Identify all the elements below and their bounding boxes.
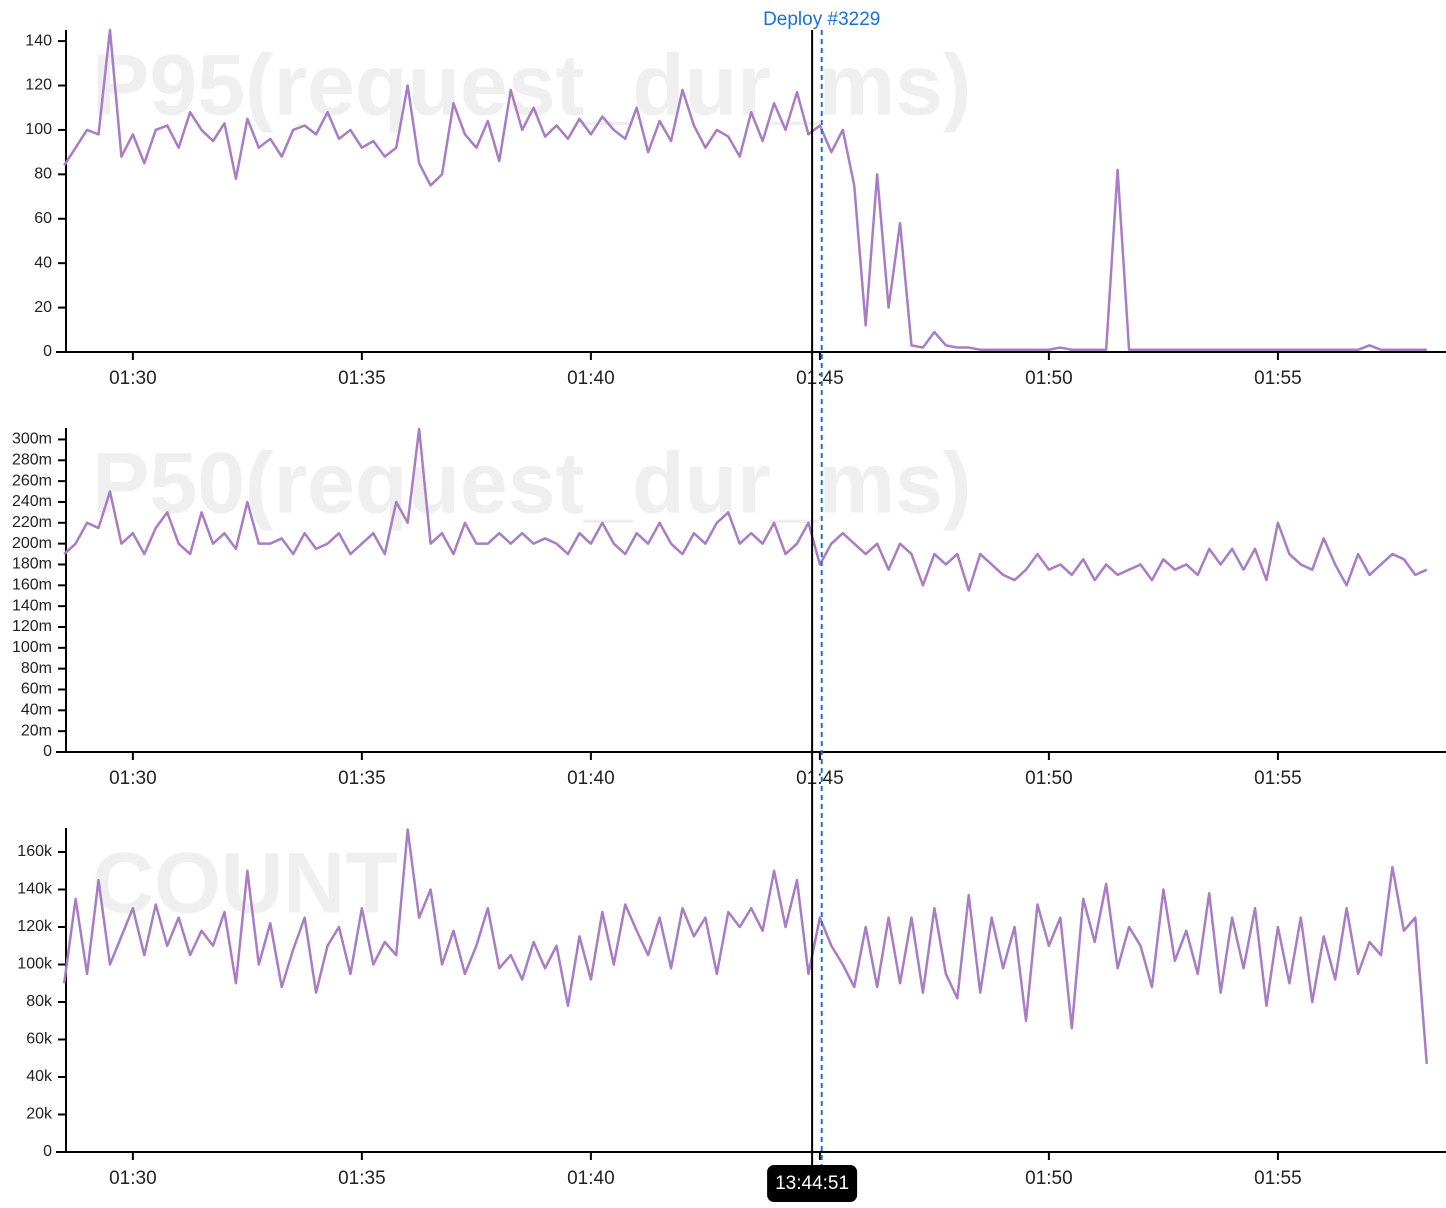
- cursor-label-box: [767, 1165, 858, 1202]
- y-tick-label: 80m: [21, 660, 52, 677]
- y-tick-label: 140m: [12, 597, 52, 614]
- y-tick-label: 80: [34, 166, 52, 183]
- cursor-label: 13:44:51: [775, 1173, 849, 1194]
- y-tick-label: 40k: [26, 1068, 53, 1085]
- data-line: [63, 28, 1427, 352]
- x-tick-label: 01:50: [1025, 368, 1073, 389]
- x-tick-label: 01:35: [338, 768, 386, 789]
- y-tick-label: 0: [43, 1143, 52, 1160]
- x-tick-label: 01:35: [338, 1168, 386, 1189]
- y-tick-label: 80k: [26, 993, 53, 1010]
- x-tick-label: 01:30: [109, 1168, 157, 1189]
- chart-title: P50(request_dur_ms): [92, 436, 971, 532]
- x-tick-label: 01:45: [796, 368, 844, 389]
- x-tick-label: 01:40: [567, 768, 615, 789]
- x-tick-label: 01:30: [109, 768, 157, 789]
- x-tick-label: 01:40: [567, 368, 615, 389]
- y-tick-label: 20: [34, 299, 52, 316]
- x-tick-label: 01:50: [1025, 768, 1073, 789]
- y-tick-label: 120: [25, 77, 52, 94]
- y-tick-label: 60m: [21, 681, 52, 698]
- x-tick-label: 01:30: [109, 368, 157, 389]
- y-tick-label: 60: [34, 210, 52, 227]
- x-tick-label: 01:55: [1254, 1168, 1302, 1189]
- y-tick-label: 40: [34, 254, 52, 271]
- y-tick-label: 0: [43, 743, 52, 760]
- y-tick-label: 200m: [12, 535, 52, 552]
- y-tick-label: 160m: [12, 577, 52, 594]
- y-tick-label: 220m: [12, 514, 52, 531]
- y-tick-label: 60k: [26, 1031, 53, 1048]
- y-tick-label: 160k: [17, 843, 53, 860]
- y-tick-label: 140: [25, 32, 52, 49]
- y-tick-label: 240m: [12, 493, 52, 510]
- x-tick-label: 01:50: [1025, 1168, 1073, 1189]
- y-tick-label: 40m: [21, 702, 52, 719]
- deploy-label: Deploy #3229: [763, 9, 880, 30]
- x-tick-label: 01:45: [796, 768, 844, 789]
- data-line: [63, 427, 1428, 592]
- y-tick-label: 120k: [17, 918, 53, 935]
- y-tick-label: 140k: [17, 881, 53, 898]
- x-tick-label: 01:55: [1254, 768, 1302, 789]
- chart-title: P95(request_dur_ms): [92, 38, 971, 134]
- y-tick-label: 20k: [26, 1106, 53, 1123]
- y-tick-label: 20m: [21, 722, 52, 739]
- y-tick-label: 120m: [12, 618, 52, 635]
- y-tick-label: 280m: [12, 452, 52, 469]
- y-tick-label: 100: [25, 121, 52, 138]
- x-tick-label: 01:40: [567, 1168, 615, 1189]
- y-tick-label: 300m: [12, 431, 52, 448]
- y-tick-label: 260m: [12, 472, 52, 489]
- y-tick-label: 0: [43, 343, 52, 360]
- x-tick-label: 01:55: [1254, 368, 1302, 389]
- y-tick-label: 180m: [12, 556, 52, 573]
- y-tick-label: 100k: [17, 956, 53, 973]
- x-tick-label: 01:35: [338, 368, 386, 389]
- y-tick-label: 100m: [12, 639, 52, 656]
- data-line: [62, 828, 1429, 1064]
